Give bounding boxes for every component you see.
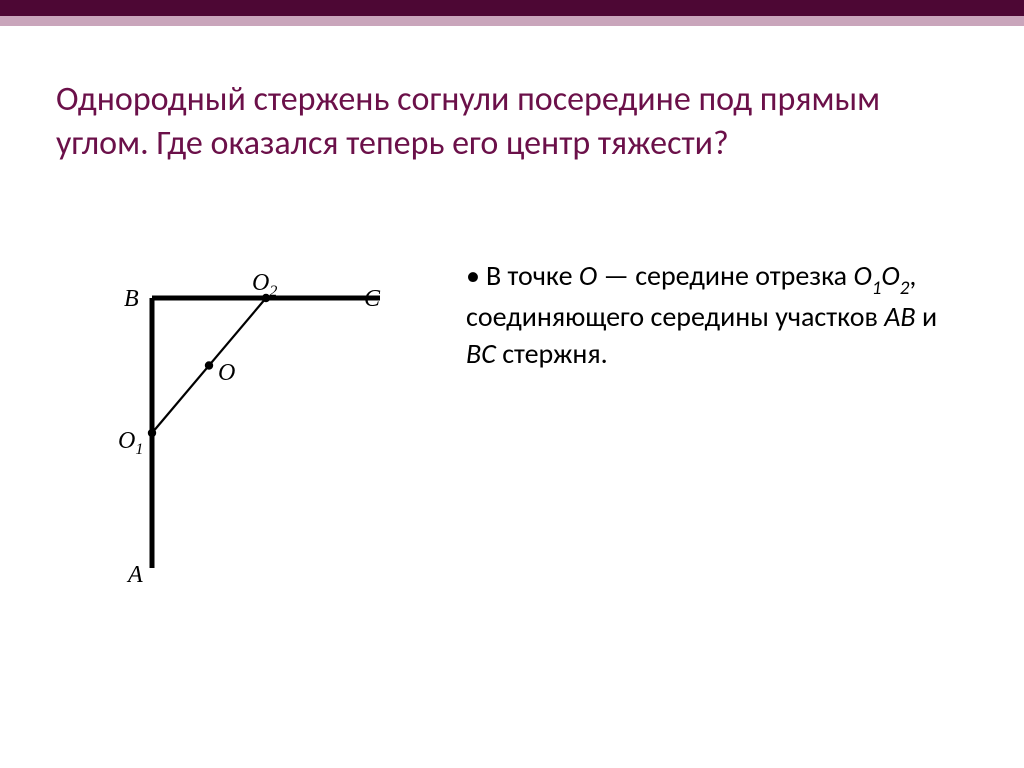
answer-o1: O1 (853, 258, 881, 293)
answer-pre: В точке (486, 258, 579, 293)
content-row: B C A O O1 O2 •В точке O — середине отре… (56, 250, 968, 594)
answer-ab: AB (884, 299, 915, 334)
point-o (205, 361, 213, 369)
answer-o2: O2 (881, 258, 909, 293)
label-o1: O1 (118, 428, 143, 458)
label-c: C (364, 286, 381, 312)
answer-mid1: — середине отрезка (597, 258, 853, 293)
slide-title: Однородный стержень согнули посередине п… (56, 78, 968, 165)
stripe-dark (0, 0, 1024, 16)
answer-end: стержня. (496, 336, 608, 371)
label-a: A (126, 562, 143, 588)
label-o2: O2 (252, 270, 277, 300)
label-b: B (124, 286, 139, 312)
answer-and: и (916, 299, 937, 334)
answer-o: O (579, 258, 597, 293)
answer-bc: BC (466, 336, 496, 371)
bent-rod-diagram: B C A O O1 O2 (56, 264, 396, 594)
answer-text: •В точке O — середине отрезка O1O2, соед… (466, 258, 968, 373)
stripe-light (0, 16, 1024, 26)
label-o: O (218, 360, 235, 386)
bullet-icon: • (466, 258, 480, 295)
slide: Однородный стержень согнули посередине п… (0, 0, 1024, 768)
diagram-group: B C A O O1 O2 (118, 270, 381, 588)
point-o1 (148, 429, 156, 437)
